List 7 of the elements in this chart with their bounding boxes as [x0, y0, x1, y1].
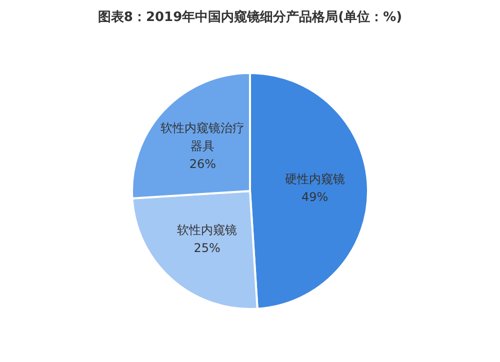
- slice-label: 硬性内窥镜: [284, 172, 345, 186]
- chart-title: 图表8：2019年中国内窥镜细分产品格局(单位：%): [96, 8, 404, 26]
- data-label: 25%: [194, 240, 220, 255]
- data-label: 26%: [189, 156, 216, 171]
- data-label: 49%: [302, 190, 328, 204]
- slice-label: 软性内窥镜治疗器具: [160, 120, 245, 153]
- slice-label: 软性内窥镜: [177, 222, 238, 237]
